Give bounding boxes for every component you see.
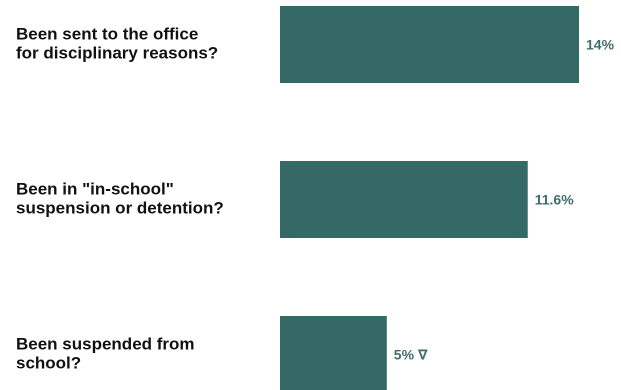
category-label-0-line-1: for disciplinary reasons? bbox=[16, 44, 218, 63]
category-label-1-line-0: Been in "in-school" bbox=[16, 180, 174, 199]
category-label-0-line-0: Been sent to the office bbox=[16, 25, 198, 44]
bar-1 bbox=[280, 161, 528, 238]
bar-0 bbox=[280, 6, 579, 83]
bar-2 bbox=[280, 316, 387, 390]
value-label-0: 14% bbox=[586, 37, 615, 53]
value-label-2: 5% ∇ bbox=[394, 347, 428, 363]
value-label-1: 11.6% bbox=[535, 192, 574, 208]
category-label-1-line-1: suspension or detention? bbox=[16, 199, 224, 218]
category-label-2-line-0: Been suspended from bbox=[16, 335, 195, 354]
category-label-2-line-1: school? bbox=[16, 354, 81, 373]
